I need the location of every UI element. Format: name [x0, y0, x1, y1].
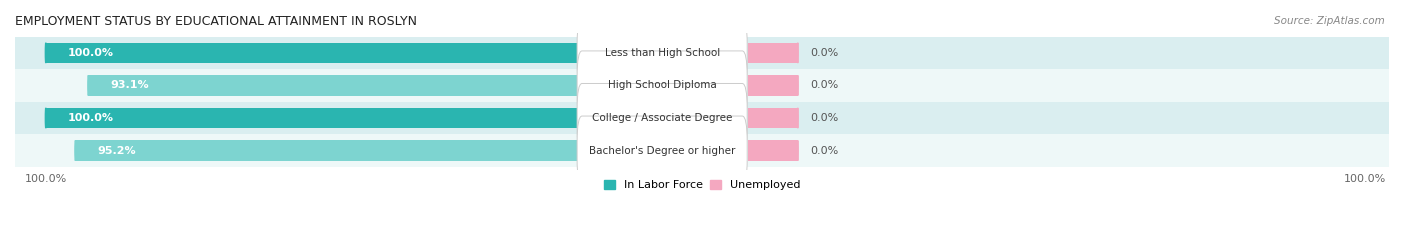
Text: Bachelor's Degree or higher: Bachelor's Degree or higher [589, 146, 735, 156]
Bar [76, 140, 662, 161]
Bar [89, 75, 662, 96]
Text: 95.2%: 95.2% [97, 146, 135, 156]
Text: 0.0%: 0.0% [810, 48, 838, 58]
Bar [748, 140, 797, 161]
Text: College / Associate Degree: College / Associate Degree [592, 113, 733, 123]
FancyBboxPatch shape [576, 51, 747, 120]
Bar [15, 37, 1389, 69]
Text: 0.0%: 0.0% [810, 146, 838, 156]
Text: EMPLOYMENT STATUS BY EDUCATIONAL ATTAINMENT IN ROSLYN: EMPLOYMENT STATUS BY EDUCATIONAL ATTAINM… [15, 15, 418, 28]
Bar [15, 69, 1389, 102]
Text: 0.0%: 0.0% [810, 80, 838, 90]
Bar [15, 102, 1389, 134]
Text: 93.1%: 93.1% [110, 80, 149, 90]
FancyBboxPatch shape [576, 116, 747, 185]
Bar [748, 108, 797, 128]
Text: Source: ZipAtlas.com: Source: ZipAtlas.com [1274, 16, 1385, 26]
Text: 100.0%: 100.0% [67, 48, 114, 58]
Legend: In Labor Force, Unemployed: In Labor Force, Unemployed [600, 175, 804, 195]
Bar [748, 43, 797, 63]
Bar [46, 108, 662, 128]
FancyBboxPatch shape [576, 18, 747, 87]
FancyBboxPatch shape [576, 83, 747, 153]
Bar [46, 43, 662, 63]
Text: High School Diploma: High School Diploma [607, 80, 717, 90]
Text: 100.0%: 100.0% [67, 113, 114, 123]
Text: Less than High School: Less than High School [605, 48, 720, 58]
Bar [748, 75, 797, 96]
Bar [15, 134, 1389, 167]
Text: 0.0%: 0.0% [810, 113, 838, 123]
